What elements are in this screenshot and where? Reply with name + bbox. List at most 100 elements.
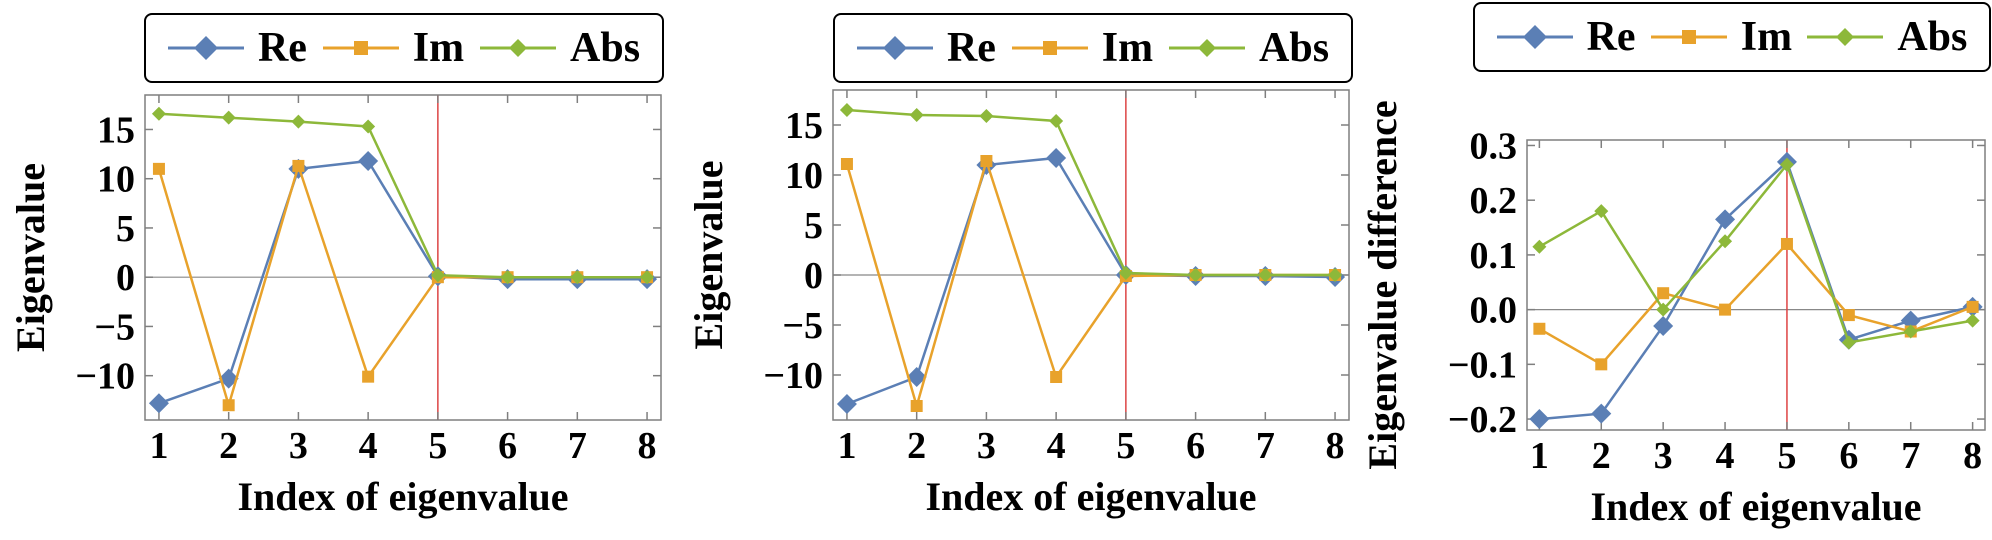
x-tick-label: 8 <box>1963 435 1982 477</box>
data-point-im <box>840 158 853 170</box>
y-tick-label: 0.2 <box>1470 180 1518 222</box>
y-tick-label: −5 <box>94 306 135 348</box>
x-axis-label: Index of eigenvalue <box>237 474 568 519</box>
legend-line-im <box>1011 41 1088 55</box>
data-point-abs <box>1903 324 1918 339</box>
legend-1: Re Im Abs <box>144 13 664 83</box>
legend-line-abs <box>480 39 557 57</box>
y-tick-label: 5 <box>804 205 823 247</box>
plot-frame <box>144 94 662 421</box>
x-tick-label: 1 <box>1530 435 1549 477</box>
data-point-abs <box>1188 268 1203 282</box>
data-point-im <box>1966 300 1979 313</box>
x-tick-label: 5 <box>1116 425 1135 467</box>
y-tick-label: 0 <box>804 255 823 297</box>
legend-label-re: Re <box>946 25 996 71</box>
legend-label-abs: Abs <box>570 25 641 71</box>
legend-entry-im: Im <box>1011 24 1153 72</box>
y-tick-label: 15 <box>785 105 823 147</box>
data-point-abs <box>839 103 854 117</box>
legend-entry-im: Im <box>322 24 465 72</box>
y-tick-label: −0.2 <box>1448 399 1517 441</box>
data-point-im <box>292 159 305 172</box>
x-tick-label: 5 <box>1777 435 1796 477</box>
data-point-abs <box>361 119 376 134</box>
data-point-abs <box>1965 313 1980 328</box>
legend-entry-abs: Abs <box>1807 13 1967 61</box>
x-tick-label: 7 <box>1901 435 1920 477</box>
data-point-im <box>1533 322 1546 335</box>
plot-frame <box>832 89 1350 421</box>
data-point-im <box>362 370 375 383</box>
legend-label-im: Im <box>412 25 465 71</box>
legend-label-im: Im <box>1740 14 1793 60</box>
data-point-abs <box>1049 114 1064 128</box>
data-point-abs <box>1718 234 1733 249</box>
y-tick-label: 15 <box>97 109 135 151</box>
x-tick-label: 1 <box>837 425 856 467</box>
chart-3-svg: −0.2 −0.1 0.0 0.1 0.2 0.3 1 2 3 4 5 6 7 8 Index of eig… <box>1360 100 1986 529</box>
chart-1-svg: −10 −5 0 5 10 15 1 2 3 4 5 6 7 8 Index of eigenvalue Ei… <box>8 94 662 519</box>
data-point-abs <box>1532 239 1547 254</box>
chart-panel-1: Re Im Abs −10 −5 0 5 10 15 1 2 3 4 5 6 7 8 Index of ei… <box>0 0 670 540</box>
data-point-abs <box>570 270 585 285</box>
x-tick-label: 4 <box>1716 435 1735 477</box>
data-point-im <box>222 399 235 412</box>
data-point-abs <box>1841 335 1856 350</box>
x-tick-label: 3 <box>1654 435 1673 477</box>
data-point-abs <box>1328 268 1343 282</box>
series-line-abs <box>846 108 1336 277</box>
legend-entry-im: Im <box>1650 13 1793 61</box>
series-line-re <box>158 159 648 405</box>
legend-line-abs <box>1169 39 1246 57</box>
series-line-abs <box>158 112 648 279</box>
x-tick-label: 4 <box>1047 425 1066 467</box>
x-tick-label: 1 <box>149 425 168 467</box>
y-tick-label: 0.0 <box>1470 290 1518 332</box>
data-point-abs <box>1118 266 1133 280</box>
x-tick-label: 6 <box>498 425 517 467</box>
data-point-re <box>1653 316 1674 337</box>
chart-panel-3: Re Im Abs −0.2 −0.1 0.0 0.1 0.2 0.3 1 2 3 4 5 6 7 8 In… <box>1360 0 1992 540</box>
data-point-im <box>1595 358 1608 371</box>
data-point-re <box>218 368 239 389</box>
data-point-abs <box>909 108 924 122</box>
x-tick-label: 3 <box>977 425 996 467</box>
x-tick-label: 2 <box>907 425 926 467</box>
data-point-im <box>152 162 165 175</box>
data-point-abs <box>221 110 236 125</box>
y-tick-label: −10 <box>763 355 823 397</box>
legend-line-re <box>167 36 244 60</box>
data-point-abs <box>500 270 515 285</box>
legend-entry-re: Re <box>167 24 307 72</box>
legend-line-im <box>322 41 399 55</box>
data-point-re <box>906 367 927 387</box>
y-tick-label: −5 <box>782 305 823 347</box>
legend-label-abs: Abs <box>1259 25 1330 71</box>
data-point-re <box>1591 403 1612 424</box>
x-tick-label: 8 <box>638 425 657 467</box>
legend-3: Re Im Abs <box>1473 2 1991 72</box>
y-tick-label: 0.1 <box>1470 235 1518 277</box>
x-tick-label: 5 <box>428 425 447 467</box>
x-tick-label: 6 <box>1839 435 1858 477</box>
data-point-im <box>1780 237 1793 250</box>
legend-line-im <box>1650 30 1727 44</box>
x-tick-label: 2 <box>219 425 238 467</box>
y-tick-label: 0.3 <box>1470 125 1518 167</box>
y-tick-label: 10 <box>97 159 135 201</box>
legend-line-re <box>1496 25 1573 49</box>
x-tick-label: 7 <box>568 425 587 467</box>
legend-entry-abs: Abs <box>1169 24 1329 72</box>
data-point-abs <box>1656 302 1671 317</box>
data-point-im <box>1657 287 1670 300</box>
data-point-im <box>1842 309 1855 322</box>
data-point-re <box>1529 409 1550 430</box>
series-line-abs <box>1538 162 1973 344</box>
x-tick-label: 8 <box>1326 425 1345 467</box>
chart-2-svg: −10 −5 0 5 10 15 1 2 3 4 5 6 7 8 Index of eigenvalue Ei… <box>686 89 1350 519</box>
data-point-abs <box>291 114 306 129</box>
legend-line-abs <box>1807 28 1884 46</box>
series-line-re <box>1539 159 1973 421</box>
data-point-abs <box>979 109 994 123</box>
